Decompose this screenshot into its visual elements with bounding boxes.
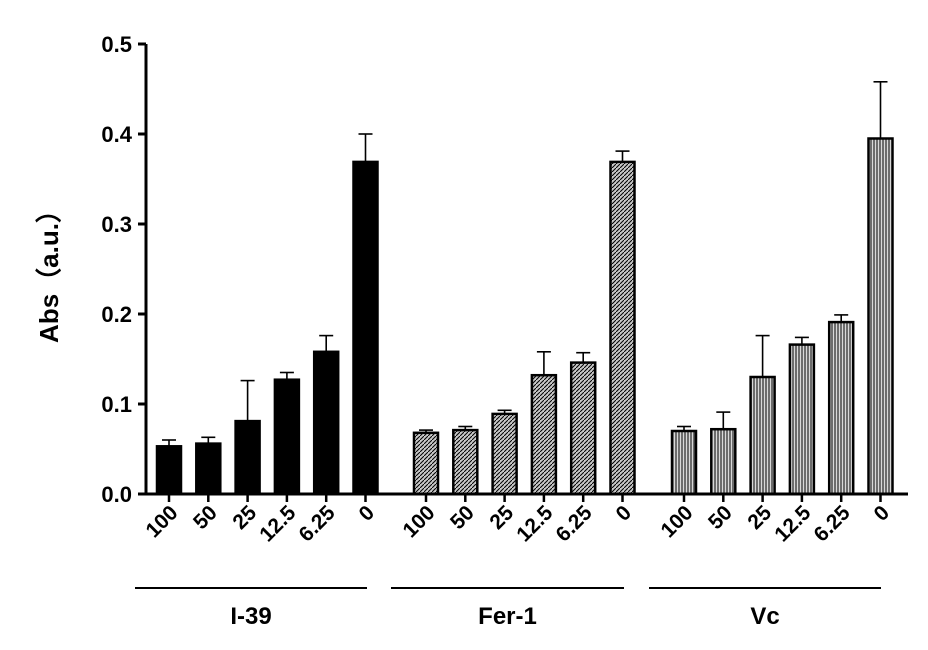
bars [155, 81, 894, 496]
x-tick-label: 50 [189, 501, 222, 534]
bar [788, 343, 816, 496]
bar [452, 428, 479, 496]
bar [195, 442, 222, 496]
bar [609, 160, 636, 496]
bar [312, 350, 340, 496]
bar [352, 160, 379, 496]
bar [491, 412, 518, 496]
bar [273, 378, 301, 496]
y-tick-label: 0.2 [101, 302, 132, 327]
y-tick-label: 0.5 [101, 32, 132, 57]
x-tick-label: 50 [704, 501, 737, 534]
x-tick-label: 100 [398, 501, 439, 542]
bar [670, 429, 698, 496]
bar [530, 373, 558, 496]
bar [569, 361, 597, 496]
x-tick-label: 12.5 [770, 501, 815, 546]
bar [827, 320, 855, 496]
y-tick-label: 0.1 [101, 392, 132, 417]
y-tick-label: 0.0 [101, 482, 132, 507]
group-label: Fer-1 [478, 603, 537, 630]
bar [155, 445, 183, 496]
y-axis-title: Abs（a.u.） [34, 197, 64, 343]
x-tick-label: 6.25 [552, 501, 597, 546]
x-tick-label: 12.5 [255, 501, 300, 546]
bar [749, 375, 776, 496]
x-tick-label: 0 [612, 501, 637, 526]
bar [867, 137, 894, 496]
y-tick-label: 0.3 [101, 212, 132, 237]
x-tick-label: 12.5 [512, 501, 557, 546]
group-label: I-39 [230, 603, 271, 630]
bar [412, 431, 440, 496]
y-axis: 0.0 0.1 0.2 0.3 0.4 0.5 [101, 32, 148, 507]
x-tick-label: 0 [355, 501, 380, 526]
bar [710, 427, 737, 496]
x-tick-label: 100 [656, 501, 697, 542]
x-tick-label: 50 [446, 501, 479, 534]
x-tick-label: 0 [870, 501, 895, 526]
x-tick-label: 100 [141, 501, 182, 542]
group-label: Vc [750, 603, 779, 630]
y-tick-label: 0.4 [101, 122, 132, 147]
x-tick-label: 6.25 [295, 501, 340, 546]
bar [234, 419, 261, 496]
x-tick-label: 6.25 [810, 501, 855, 546]
